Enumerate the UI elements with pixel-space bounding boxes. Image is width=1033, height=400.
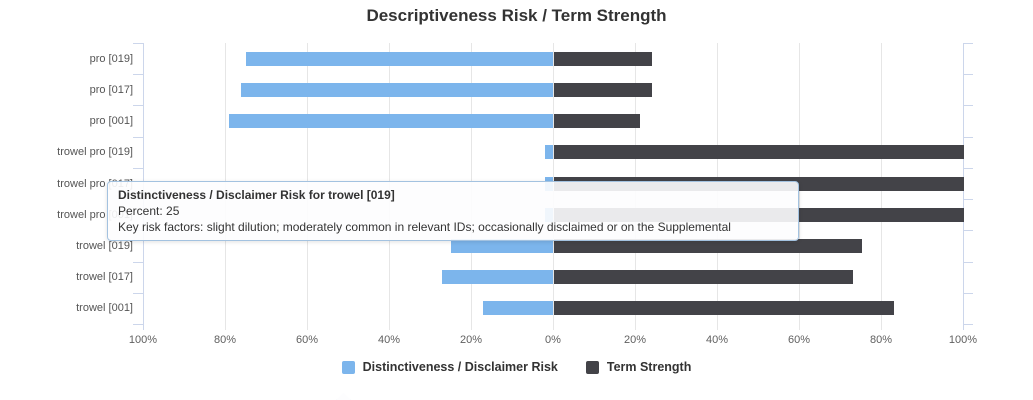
tooltip-percent: Percent: 25 xyxy=(118,204,180,218)
tooltip-title: Distinctiveness / Disclaimer Risk for tr… xyxy=(118,188,395,202)
left-axis-tick xyxy=(133,324,143,325)
right-axis-tick xyxy=(963,324,973,325)
right-axis-tick xyxy=(963,230,973,231)
x-tick-label: 40% xyxy=(377,334,401,346)
bar-risk[interactable] xyxy=(241,82,553,97)
bar-risk[interactable] xyxy=(450,238,553,253)
bar-strength[interactable] xyxy=(554,82,653,97)
x-tick-label: 100% xyxy=(128,334,158,346)
category-label: trowel [017] xyxy=(76,271,133,284)
bar-strength[interactable] xyxy=(554,238,862,253)
x-tick-label: 40% xyxy=(705,334,729,346)
x-tick-label: 20% xyxy=(623,334,647,346)
left-axis-tick xyxy=(133,262,143,263)
x-tick-label: 60% xyxy=(295,334,319,346)
x-tick-label: 80% xyxy=(213,334,237,346)
right-axis-tick xyxy=(963,199,973,200)
right-axis-tick xyxy=(963,293,973,294)
x-tick-label: 0% xyxy=(545,334,561,346)
right-axis-tick xyxy=(963,74,973,75)
legend-label-strength: Term Strength xyxy=(606,360,692,374)
tooltip: Distinctiveness / Disclaimer Risk for tr… xyxy=(107,181,799,241)
chart-title: Descriptiveness Risk / Term Strength xyxy=(366,6,667,25)
legend-swatch-risk-icon xyxy=(341,360,355,374)
left-axis-tick xyxy=(133,137,143,138)
bar-strength[interactable] xyxy=(554,114,641,129)
category-label: trowel [001] xyxy=(76,302,133,315)
category-label: pro [019] xyxy=(89,52,133,65)
left-axis-tick xyxy=(133,74,143,75)
right-axis-tick xyxy=(963,137,973,138)
bar-risk[interactable] xyxy=(544,145,553,160)
bar-risk[interactable] xyxy=(245,51,553,66)
category-label: pro [017] xyxy=(89,83,133,96)
bar-strength[interactable] xyxy=(554,270,854,285)
x-tick-label: 80% xyxy=(869,334,893,346)
right-axis-tick xyxy=(963,105,973,106)
right-axis-tick xyxy=(963,168,973,169)
x-tick-label: 20% xyxy=(459,334,483,346)
bar-risk[interactable] xyxy=(442,270,553,285)
right-axis-tick xyxy=(963,262,973,263)
left-axis-tick xyxy=(133,293,143,294)
bar-strength[interactable] xyxy=(554,145,964,160)
category-label: trowel pro [019] xyxy=(57,146,133,159)
legend-item-risk[interactable]: Distinctiveness / Disclaimer Risk xyxy=(341,360,558,374)
left-axis-tick xyxy=(133,43,143,44)
bar-strength[interactable] xyxy=(554,301,895,316)
x-tick-label: 100% xyxy=(948,334,978,346)
x-tick-label: 60% xyxy=(787,334,811,346)
tooltip-factors: Key risk factors: slight dilution; moder… xyxy=(118,220,731,234)
right-axis-tick xyxy=(963,43,973,44)
left-axis-tick xyxy=(133,105,143,106)
legend-label-risk: Distinctiveness / Disclaimer Risk xyxy=(362,360,558,374)
bar-risk[interactable] xyxy=(483,301,553,316)
legend-item-strength[interactable]: Term Strength xyxy=(585,360,692,374)
category-label: trowel [019] xyxy=(76,239,133,252)
bar-strength[interactable] xyxy=(554,51,653,66)
category-label: pro [001] xyxy=(89,115,133,128)
tooltip-arrow xyxy=(335,392,352,400)
bar-risk[interactable] xyxy=(229,114,553,129)
left-axis-tick xyxy=(133,168,143,169)
legend: Distinctiveness / Disclaimer Risk Term S… xyxy=(0,360,1033,374)
legend-swatch-strength-icon xyxy=(585,360,599,374)
